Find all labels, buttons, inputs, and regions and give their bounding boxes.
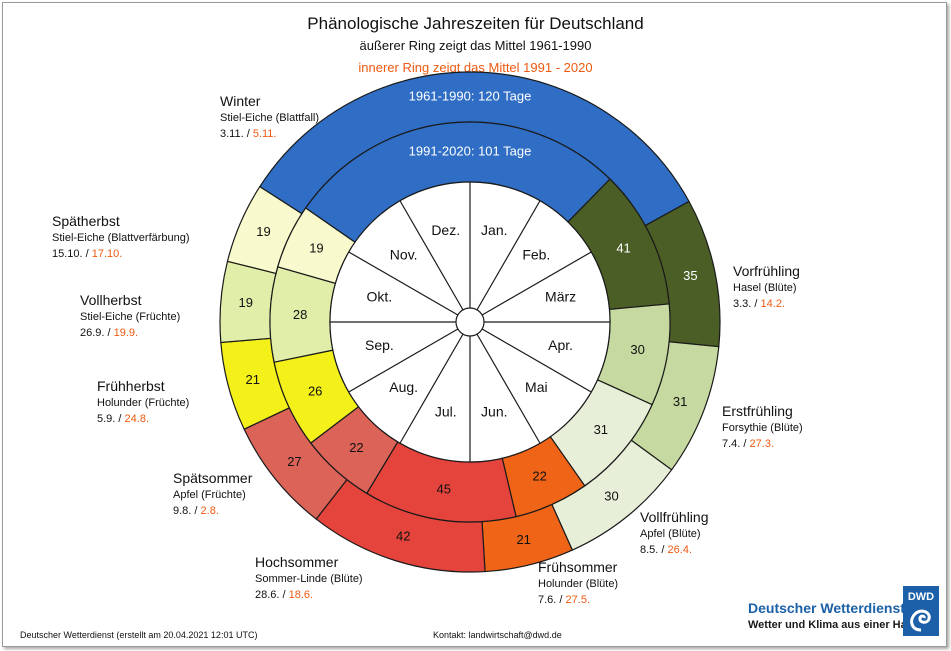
month-divider — [399, 200, 464, 311]
month-label: Sep. — [365, 337, 394, 353]
month-label: Aug. — [389, 379, 418, 395]
label-spaetherbst: Spätherbst Stiel-Eiche (Blattverfärbung)… — [52, 213, 190, 260]
month-label: Jan. — [481, 222, 507, 238]
ring2-value-0: 41 — [616, 241, 630, 256]
ring1-value-9: 1961-1990: 120 Tage — [409, 88, 532, 103]
label-fruehsommer: Frühsommer Holunder (Blüte) 7.6. / 27.5. — [538, 559, 619, 606]
label-fruehherbst: Frühherbst Holunder (Früchte) 5.9. / 24.… — [97, 378, 190, 425]
ring1-value-8: 19 — [256, 224, 270, 239]
chart-title: Phänologische Jahreszeiten für Deutschla… — [307, 14, 644, 33]
month-label: Jun. — [481, 403, 507, 419]
label-vollfruehling: Vollfrühling Apfel (Blüte) 8.5. / 26.4. — [640, 509, 709, 556]
label-winter: Winter Stiel-Eiche (Blattfall) 3.11. / 5… — [220, 93, 320, 140]
ring2-value-4: 45 — [437, 481, 451, 496]
ring1-value-3: 21 — [516, 532, 530, 547]
footer-credit: Deutscher Wetterdienst (erstellt am 20.0… — [20, 630, 258, 640]
month-divider — [476, 200, 541, 311]
subtitle-outer-ring: äußerer Ring zeigt das Mittel 1961-1990 — [359, 38, 592, 53]
month-label: März — [545, 288, 576, 304]
label-vorfruehling: Vorfrühling Hasel (Blüte) 3.3. / 14.2. — [733, 263, 800, 310]
ring2-value-6: 26 — [308, 384, 322, 399]
ring2-value-2: 31 — [594, 422, 608, 437]
ring2-value-3: 22 — [532, 469, 546, 484]
month-label: Dez. — [431, 222, 460, 238]
ring1-value-5: 27 — [287, 454, 301, 469]
center-hub — [455, 307, 485, 337]
ring1-value-1: 31 — [673, 394, 687, 409]
dwd-logo-icon: DWD — [903, 586, 939, 636]
label-spaetsommer: Spätsommer Apfel (Früchte) 9.8. / 2.8. — [173, 470, 253, 517]
month-label: Okt. — [367, 288, 393, 304]
month-label: Apr. — [548, 337, 573, 353]
org-slogan: Wetter und Klima aus einer Hand — [748, 619, 921, 631]
month-label: Feb. — [522, 246, 550, 262]
ring2-value-5: 22 — [349, 440, 363, 455]
label-erstfruehling: Erstfrühling Forsythie (Blüte) 7.4. / 27… — [722, 403, 803, 450]
ring2-value-7: 28 — [293, 307, 307, 322]
label-vollherbst: Vollherbst Stiel-Eiche (Früchte) 26.9. /… — [80, 292, 181, 339]
ring2-value-1: 30 — [630, 342, 644, 357]
month-divider — [399, 333, 464, 444]
ring1-value-7: 19 — [239, 295, 253, 310]
month-divider — [481, 328, 592, 393]
ring1-value-4: 42 — [396, 528, 410, 543]
month-divider — [476, 333, 541, 444]
footer-contact: Kontakt: landwirtschaft@dwd.de — [433, 630, 562, 640]
month-divider — [481, 251, 592, 316]
month-divider — [348, 328, 459, 393]
ring2-value-8: 19 — [309, 241, 323, 256]
ring2-value-9: 1991-2020: 101 Tage — [409, 143, 532, 158]
month-label: Jul. — [435, 403, 457, 419]
ring1-value-6: 21 — [245, 372, 259, 387]
org-name: Deutscher Wetterdienst — [748, 600, 905, 616]
logo-text: DWD — [908, 591, 934, 603]
ring1-value-0: 35 — [683, 268, 697, 283]
ring1-value-2: 30 — [604, 488, 618, 503]
month-divider — [348, 251, 459, 316]
month-label: Nov. — [390, 246, 418, 262]
label-hochsommer: Hochsommer Sommer-Linde (Blüte) 28.6. / … — [255, 554, 363, 601]
subtitle-inner-ring: innerer Ring zeigt das Mittel 1991 - 202… — [358, 60, 593, 75]
month-label: Mai — [525, 379, 548, 395]
